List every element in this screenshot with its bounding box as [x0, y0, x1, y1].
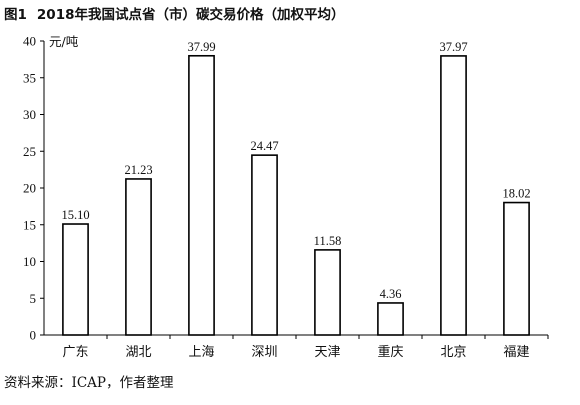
bar — [188, 54, 215, 336]
x-category-label: 广东 — [62, 345, 88, 360]
y-tick-label: 25 — [23, 144, 36, 159]
y-tick-label: 5 — [30, 291, 37, 306]
y-tick-label: 40 — [23, 34, 36, 49]
bar — [251, 154, 278, 336]
bar — [503, 201, 530, 336]
bar — [125, 178, 152, 336]
y-tick-label: 35 — [23, 70, 36, 85]
bar-value-label: 37.97 — [439, 40, 467, 54]
bar-value-label: 37.99 — [187, 40, 215, 54]
bar-value-label: 11.58 — [314, 234, 342, 248]
chart-title: 图1 2018年我国试点省（市）碳交易价格（加权平均） — [4, 3, 344, 23]
y-tick-label: 0 — [30, 328, 37, 343]
bar-value-label: 24.47 — [250, 139, 278, 153]
bar-value-label: 18.02 — [502, 187, 530, 201]
bar — [62, 223, 89, 336]
chart-title-text: 2018年我国试点省（市）碳交易价格（加权平均） — [36, 7, 345, 23]
y-tick-label: 10 — [23, 254, 36, 269]
source-note: 资料来源：ICAP，作者整理 — [4, 375, 174, 391]
x-category-label: 天津 — [314, 345, 340, 360]
y-tick-label: 20 — [23, 181, 36, 196]
x-category-label: 福建 — [503, 345, 529, 360]
bar — [314, 249, 341, 336]
y-axis-unit-label: 元/吨 — [49, 34, 79, 49]
x-category-label: 重庆 — [377, 344, 403, 360]
x-category-label: 北京 — [440, 345, 466, 360]
bar — [440, 55, 467, 336]
y-tick-label: 15 — [23, 217, 36, 232]
bar — [377, 302, 404, 336]
bar-value-label: 15.10 — [61, 208, 89, 222]
x-category-label: 深圳 — [251, 345, 277, 360]
bar-chart: 0 5 10 15 20 25 30 35 40 元/吨 15.10 广东 21.23 湖北 37.99 上海… — [23, 34, 549, 360]
x-category-label: 湖北 — [125, 345, 151, 360]
y-tick-label: 30 — [23, 107, 36, 122]
bar-value-label: 21.23 — [124, 163, 152, 177]
figure-label: 图1 — [4, 7, 27, 23]
bar-value-label: 4.36 — [380, 287, 402, 301]
x-category-label: 上海 — [188, 345, 214, 360]
